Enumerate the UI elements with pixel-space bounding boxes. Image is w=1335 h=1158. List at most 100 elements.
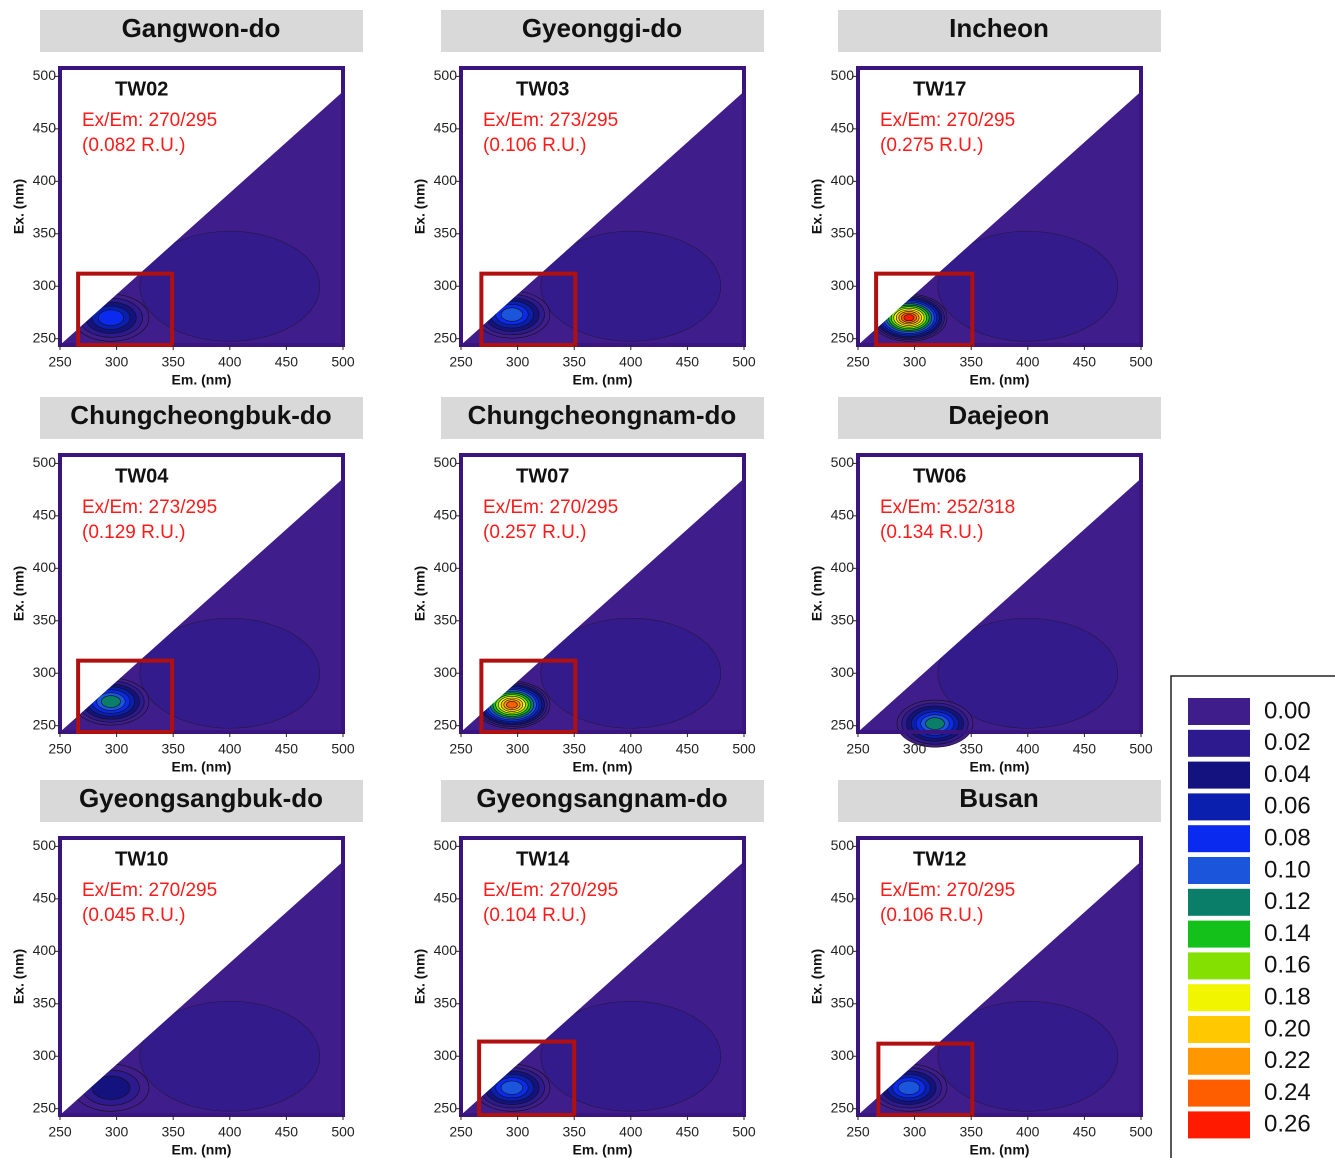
legend-swatch: [1188, 920, 1250, 948]
legend-swatch: [1188, 888, 1250, 916]
y-tick-label: 300: [434, 277, 458, 293]
legend-label: 0.20: [1264, 1015, 1311, 1042]
scatter-mask: [858, 838, 1141, 1115]
legend-label: 0.16: [1264, 952, 1311, 979]
x-tick-label: 250: [846, 741, 870, 757]
y-tick-label: 400: [831, 172, 855, 188]
highlight-box: [76, 658, 175, 734]
x-tick-label: 350: [563, 1124, 587, 1140]
x-tick-label: 400: [1016, 354, 1040, 370]
y-tick-label: 450: [33, 507, 57, 523]
peak-label: Ex/Em: 273/295: [483, 110, 618, 131]
legend-label: 0.18: [1264, 984, 1311, 1011]
y-tick-label: 400: [831, 942, 855, 958]
title-bar: [40, 397, 363, 439]
y-tick-label: 500: [831, 454, 855, 470]
panel: Gyeongsangbuk-do TW10 Ex/Em: 270/295 (0.045…: [11, 780, 363, 1158]
background-glow: [937, 230, 1119, 342]
legend-label: 0.10: [1264, 856, 1311, 883]
peak-value-label: (0.106 R.U.): [483, 135, 586, 156]
x-tick-label: 450: [676, 354, 700, 370]
legend-label: 0.02: [1264, 729, 1311, 756]
x-tick-label: 300: [506, 354, 530, 370]
y-tick-label: 400: [434, 559, 458, 575]
legend-swatch: [1188, 952, 1250, 980]
panel-title: Gangwon-do: [122, 13, 281, 43]
panel-title: Chungcheongnam-do: [468, 400, 737, 430]
title-bar: [441, 10, 764, 52]
x-tick-label: 250: [449, 741, 473, 757]
peak-value-label: (0.257 R.U.): [483, 522, 586, 543]
x-tick-label: 500: [331, 741, 355, 757]
peak-contour: [97, 309, 124, 326]
plot-frame: [58, 836, 345, 1117]
sample-id: TW06: [913, 465, 966, 487]
x-tick-label: 300: [903, 1124, 927, 1140]
y-tick-label: 500: [33, 454, 57, 470]
sample-id: TW17: [913, 78, 966, 100]
x-tick-label: 400: [619, 741, 643, 757]
y-tick-label: 300: [831, 1047, 855, 1063]
scatter-mask: [60, 838, 343, 1115]
y-tick-label: 400: [33, 559, 57, 575]
scatter-mask: [461, 838, 744, 1115]
y-tick-label: 250: [33, 1099, 57, 1115]
y-tick-label: 350: [33, 611, 57, 627]
legend-swatch: [1188, 1047, 1250, 1075]
background-glow: [540, 617, 722, 729]
peak-label: Ex/Em: 252/318: [880, 497, 1015, 518]
x-tick-label: 350: [960, 1124, 984, 1140]
x-tick-label: 300: [903, 741, 927, 757]
peak-label: Ex/Em: 273/295: [82, 497, 217, 518]
x-axis-label: Em. (nm): [970, 1142, 1030, 1158]
sample-id: TW10: [115, 848, 168, 870]
y-tick-label: 300: [831, 664, 855, 680]
x-tick-label: 500: [732, 741, 756, 757]
x-tick-label: 250: [449, 1124, 473, 1140]
peak-label: Ex/Em: 270/295: [483, 880, 618, 901]
x-axis-label: Em. (nm): [172, 1142, 232, 1158]
y-tick-label: 500: [434, 67, 458, 83]
y-tick-label: 300: [33, 277, 57, 293]
title-bar: [40, 780, 363, 822]
sample-id: TW04: [115, 465, 169, 487]
y-tick-label: 500: [831, 67, 855, 83]
y-tick-label: 250: [831, 1099, 855, 1115]
panel-title: Gyeonggi-do: [522, 13, 682, 43]
y-tick-label: 450: [831, 120, 855, 136]
panel: Gyeonggi-do TW03 Ex/Em: 273/295 (0.106 R.U.…: [412, 10, 764, 388]
x-axis-label: Em. (nm): [573, 372, 633, 388]
peak-label: Ex/Em: 270/295: [82, 880, 217, 901]
scatter-mask: [60, 455, 343, 732]
peak-label: Ex/Em: 270/295: [880, 110, 1015, 131]
panel-title: Gyeongsangnam-do: [476, 783, 727, 813]
legend-swatch: [1188, 825, 1250, 853]
scatter-mask: [461, 455, 744, 732]
x-tick-label: 500: [1129, 1124, 1153, 1140]
plot-frame: [459, 836, 746, 1117]
sample-id: TW02: [115, 78, 168, 100]
title-bar: [838, 780, 1161, 822]
y-tick-label: 450: [831, 890, 855, 906]
scatter-mask: [858, 68, 1141, 345]
legend-label: 0.08: [1264, 825, 1311, 852]
plot-frame: [856, 453, 1143, 734]
x-tick-label: 500: [331, 1124, 355, 1140]
scatter-mask: [461, 68, 744, 345]
y-tick-label: 350: [831, 224, 855, 240]
x-tick-label: 500: [331, 354, 355, 370]
x-axis-label: Em. (nm): [573, 759, 633, 775]
background-glow: [139, 617, 321, 729]
x-tick-label: 300: [506, 1124, 530, 1140]
peak-value-label: (0.106 R.U.): [880, 905, 983, 926]
x-tick-label: 250: [449, 354, 473, 370]
y-axis-label: Ex. (nm): [809, 179, 825, 234]
legend-label: 0.22: [1264, 1047, 1311, 1074]
legend-label: 0.06: [1264, 793, 1311, 820]
y-axis-label: Ex. (nm): [809, 949, 825, 1004]
y-axis-label: Ex. (nm): [412, 566, 428, 621]
y-tick-label: 450: [434, 507, 458, 523]
x-tick-label: 250: [846, 354, 870, 370]
x-tick-label: 400: [218, 741, 242, 757]
legend-swatch: [1188, 1079, 1250, 1107]
